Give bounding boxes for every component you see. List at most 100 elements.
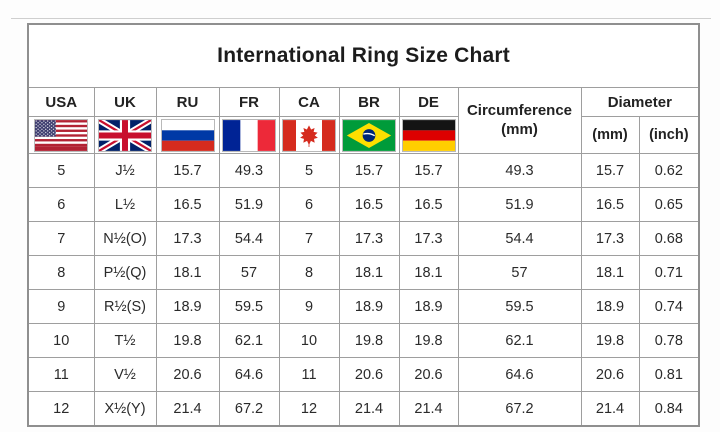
table-cell: 20.6 [398,357,459,392]
table-cell: 54.4 [457,221,582,256]
col-header-diameter-mm: (mm) [580,116,640,154]
table-cell: 49.3 [218,153,280,188]
table-cell: 5 [278,153,340,188]
col-header-usa: USA [27,87,95,117]
table-cell: 18.1 [155,255,220,290]
table-cell: 51.9 [218,187,280,222]
table-cell: 59.5 [218,289,280,324]
flag-france-icon [222,118,276,152]
table-cell: N½(O) [93,221,157,256]
table-cell: 0.71 [638,255,700,290]
table-row: 7 N½(O) 17.3 54.4 7 17.3 17.3 54.4 17.3 0.68 [27,221,700,256]
col-header-circumference: Circumference (mm) [457,87,582,154]
table-cell: L½ [93,187,157,222]
circumference-label-line2: (mm) [501,120,538,138]
table-cell: 18.9 [155,289,220,324]
table-cell: 0.81 [638,357,700,392]
col-header-ca: CA [278,87,340,117]
table-cell: 20.6 [155,357,220,392]
col-header-uk: UK [93,87,157,117]
table-cell: 0.62 [638,153,700,188]
table-cell: 19.8 [580,323,640,358]
table-cell: 67.2 [218,391,280,427]
table-cell: 18.1 [398,255,459,290]
table-cell: 6 [27,187,95,222]
table-cell: 9 [278,289,340,324]
table-cell: 8 [27,255,95,290]
flag-uk-icon [98,118,152,152]
table-cell: 18.1 [338,255,400,290]
table-cell: 19.8 [155,323,220,358]
table-cell: 7 [27,221,95,256]
table-cell: 11 [27,357,95,392]
table-cell: 9 [27,289,95,324]
table-cell: 20.6 [580,357,640,392]
flag-cell-uk [93,116,157,154]
table-cell: J½ [93,153,157,188]
table-cell: 8 [278,255,340,290]
table-cell: 18.1 [580,255,640,290]
flag-canada-icon [282,118,336,152]
col-header-ru: RU [155,87,220,117]
table-row: 9 R½(S) 18.9 59.5 9 18.9 18.9 59.5 18.9 0.74 [27,289,700,324]
ring-size-table: International Ring Size Chart USA UK RU … [27,23,701,427]
table-cell: 15.7 [580,153,640,188]
table-cell: 19.8 [338,323,400,358]
table-cell: 67.2 [457,391,582,427]
table-cell: X½(Y) [93,391,157,427]
table-cell: 16.5 [155,187,220,222]
table-cell: 51.9 [457,187,582,222]
top-edge-line [11,18,711,19]
table-cell: R½(S) [93,289,157,324]
table-cell: 6 [278,187,340,222]
table-cell: 7 [278,221,340,256]
flag-cell-canada [278,116,340,154]
table-cell: 15.7 [338,153,400,188]
flag-cell-brazil [338,116,400,154]
table-cell: 16.5 [338,187,400,222]
flag-cell-russia [155,116,220,154]
flag-cell-germany [398,116,459,154]
col-header-diameter: Diameter [580,87,700,117]
table-cell: 0.74 [638,289,700,324]
table-cell: 12 [27,391,95,427]
table-row: 10 T½ 19.8 62.1 10 19.8 19.8 62.1 19.8 0.78 [27,323,700,358]
flag-usa-icon [34,118,89,152]
col-header-br: BR [338,87,400,117]
table-cell: 64.6 [218,357,280,392]
table-body: 5 J½ 15.7 49.3 5 15.7 15.7 49.3 15.7 0.62 6 L½ 16.5 5… [27,153,700,427]
table-cell: 18.9 [338,289,400,324]
table-cell: 0.68 [638,221,700,256]
table-cell: 20.6 [338,357,400,392]
table-cell: 0.84 [638,391,700,427]
col-header-fr: FR [218,87,280,117]
table-cell: 57 [457,255,582,290]
flag-cell-france [218,116,280,154]
table-cell: 15.7 [155,153,220,188]
table-cell: 21.4 [398,391,459,427]
circumference-label-line1: Circumference [466,101,573,119]
table-cell: 18.9 [580,289,640,324]
col-header-diameter-inch: (inch) [638,116,700,154]
table-cell: 17.3 [338,221,400,256]
flag-row: (mm) (inch) [27,116,700,154]
table-cell: 10 [27,323,95,358]
table-row: 5 J½ 15.7 49.3 5 15.7 15.7 49.3 15.7 0.62 [27,153,700,188]
table-cell: 59.5 [457,289,582,324]
table-cell: 21.4 [580,391,640,427]
table-cell: 19.8 [398,323,459,358]
col-header-de: DE [398,87,459,117]
title-row: International Ring Size Chart [27,23,700,88]
table-cell: 17.3 [580,221,640,256]
flag-cell-usa [27,116,95,154]
flag-germany-icon [401,118,456,152]
table-cell: 21.4 [155,391,220,427]
table-cell: 12 [278,391,340,427]
table-cell: T½ [93,323,157,358]
table-cell: 54.4 [218,221,280,256]
table-cell: 62.1 [218,323,280,358]
table-cell: V½ [93,357,157,392]
table-cell: 5 [27,153,95,188]
table-cell: 62.1 [457,323,582,358]
